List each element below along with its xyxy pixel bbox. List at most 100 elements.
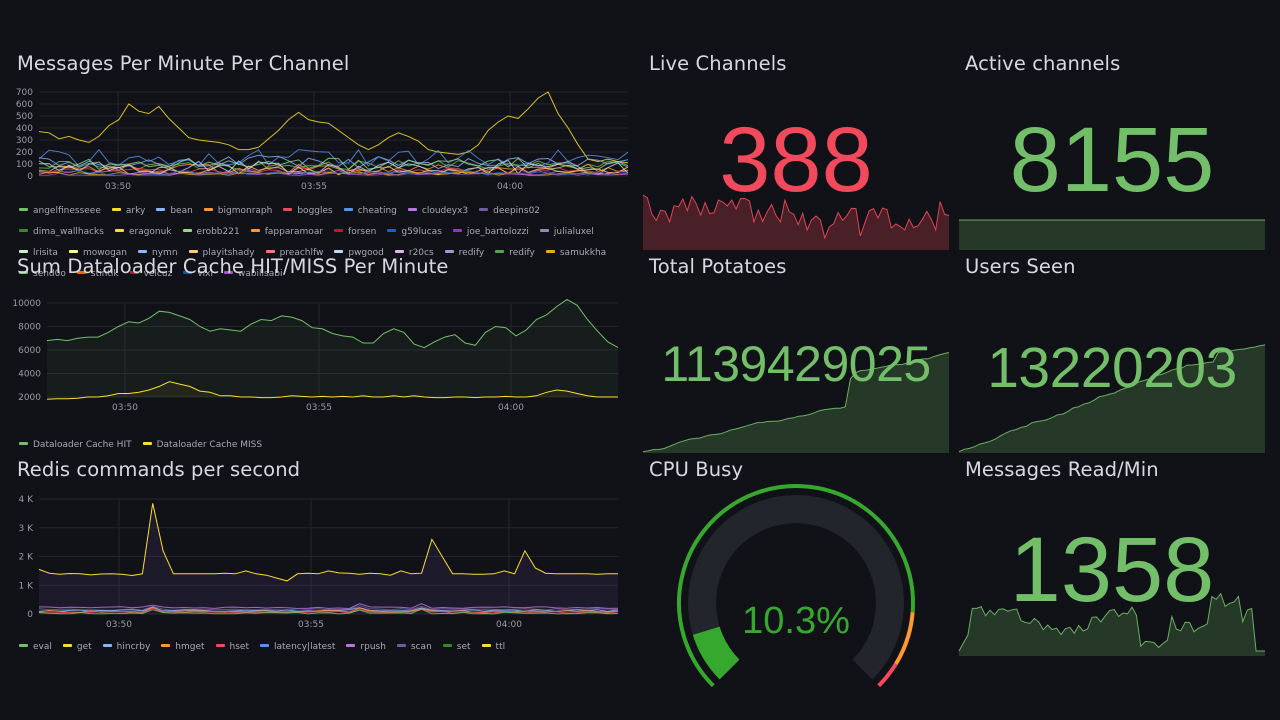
panel-title[interactable]: Total Potatoes <box>649 255 787 278</box>
legend-swatch <box>19 208 28 211</box>
legend-item[interactable]: hmget <box>161 639 205 655</box>
legend-swatch <box>481 644 491 647</box>
legend-item[interactable]: boggles <box>283 203 333 219</box>
legend-item[interactable]: samukkha <box>545 245 607 261</box>
legend-item[interactable]: r20cs <box>394 245 434 261</box>
y-tick-label: 4 K <box>19 495 35 505</box>
panel-title[interactable]: CPU Busy <box>649 458 744 481</box>
legend-swatch <box>407 208 417 211</box>
legend-item[interactable]: fapparamoar <box>250 224 323 240</box>
legend-swatch <box>394 250 404 253</box>
legend-swatch <box>283 208 293 211</box>
legend-item[interactable]: scan <box>396 639 432 655</box>
panel-title[interactable]: Messages Read/Min <box>965 458 1159 481</box>
x-tick-label: 03:55 <box>301 182 327 192</box>
legend-item[interactable]: preachlfw <box>265 245 323 261</box>
legend-swatch <box>138 250 148 253</box>
legend-item[interactable]: g59lucas <box>387 224 442 240</box>
legend-item[interactable]: mowogan <box>68 245 128 261</box>
legend-item[interactable]: send0o <box>19 266 66 282</box>
y-tick-label: 10000 <box>12 299 41 309</box>
x-tick-label: 03:50 <box>106 620 132 630</box>
legend-item[interactable]: angelfinesseee <box>19 203 101 219</box>
legend-item[interactable]: hset <box>215 639 249 655</box>
panel-title[interactable]: Users Seen <box>965 255 1076 278</box>
legend-item[interactable]: playitshady <box>188 245 255 261</box>
messages-read-sparkline <box>958 592 1265 656</box>
legend-item[interactable]: lrisita <box>19 245 58 261</box>
dataloader-chart[interactable]: 10000 8000 6000 4000 2000 03:50 03:55 04:00 <box>11 289 631 434</box>
legend-item[interactable]: bigmonraph <box>203 203 273 219</box>
legend-item[interactable]: nymn <box>138 245 178 261</box>
legend-item[interactable]: vixl <box>183 266 213 282</box>
y-tick-label: 300 <box>16 136 33 146</box>
legend-item[interactable]: eragonuk <box>114 224 172 240</box>
legend-item[interactable]: redify <box>444 245 484 261</box>
legend-swatch <box>452 229 462 232</box>
legend-item[interactable]: julialuxel <box>539 224 594 240</box>
messages-chart[interactable]: 700 600 500 400 300 200 100 0 03:50 03:55 04:00 <box>11 86 631 221</box>
legend-item[interactable]: joe_bartolozzi <box>452 224 529 240</box>
legend-item[interactable]: deepins02 <box>479 203 540 219</box>
legend-swatch <box>203 208 213 211</box>
x-tick-label: 03:50 <box>112 403 138 413</box>
legend-item[interactable]: velcuz <box>129 266 172 282</box>
legend-item[interactable]: dima_wallhacks <box>19 224 104 240</box>
sparkline-area <box>643 352 949 453</box>
legend-item[interactable]: pwgood <box>334 245 384 261</box>
active-channels-sparkline <box>959 219 1265 250</box>
legend-item[interactable]: stintik <box>76 266 119 282</box>
total-potatoes-value: 1139429025 <box>661 336 931 392</box>
legend-item[interactable]: arky <box>111 203 145 219</box>
legend-item[interactable]: cheating <box>343 203 397 219</box>
legend-label: redify <box>509 248 535 258</box>
legend-swatch <box>142 442 152 445</box>
y-tick-label: 0 <box>27 610 33 620</box>
sparkline-area <box>959 593 1265 656</box>
legend-item[interactable]: hincrby <box>102 639 150 655</box>
panel-title[interactable]: Messages Per Minute Per Channel <box>17 52 350 75</box>
live-channels-value: 388 <box>719 109 873 211</box>
legend-label: joe_bartolozzi <box>466 227 529 237</box>
sparkline-line <box>642 352 950 453</box>
legend-item[interactable]: latency|latest <box>260 639 335 655</box>
series-line <box>38 503 618 582</box>
legend-item[interactable]: cloudeyx3 <box>407 203 468 219</box>
legend-swatch <box>68 250 78 253</box>
legend-item[interactable]: erobb221 <box>182 224 240 240</box>
legend-item[interactable]: bean <box>156 203 193 219</box>
legend-label: Dataloader Cache HIT <box>33 440 132 450</box>
active-channels-value: 8155 <box>1009 109 1215 211</box>
panel-title[interactable]: Sum Dataloader Cache HIT/MISS Per Minute <box>17 255 449 278</box>
legend-label: hmget <box>175 642 205 652</box>
legend-item[interactable]: eval <box>19 639 52 655</box>
y-tick-label: 100 <box>16 160 33 170</box>
y-tick-label: 0 <box>27 172 33 182</box>
legend-item[interactable]: get <box>62 639 92 655</box>
legend-item[interactable]: Dataloader Cache HIT <box>19 437 132 453</box>
legend-item[interactable]: forsen <box>334 224 376 240</box>
legend-label: r20cs <box>408 248 434 258</box>
y-tick-label: 1 K <box>19 581 35 591</box>
legend-item[interactable]: redify <box>495 245 535 261</box>
panel-title[interactable]: Active channels <box>965 52 1121 75</box>
legend-item[interactable]: ttl <box>481 639 505 655</box>
legend-item[interactable]: wabilisabi <box>223 266 282 282</box>
messages-read-panel: Messages Read/Min 1358 <box>958 458 1265 658</box>
x-tick-label: 03:55 <box>306 403 332 413</box>
redis-chart[interactable]: 4 K 3 K 2 K 1 K 0 03:50 03:55 04:00 <box>11 492 631 637</box>
legend-label: mowogan <box>82 248 128 258</box>
legend-item[interactable]: set <box>442 639 471 655</box>
legend-swatch <box>396 644 406 647</box>
legend-label: samukkha <box>559 248 607 258</box>
sparkline-area <box>643 194 949 250</box>
cpu-busy-value: 10.3% <box>742 600 850 642</box>
panel-title[interactable]: Live Channels <box>649 52 787 75</box>
panel-title[interactable]: Redis commands per second <box>17 458 301 481</box>
legend-item[interactable]: Dataloader Cache MISS <box>142 437 262 453</box>
legend-label: bigmonraph <box>217 206 273 216</box>
y-tick-label: 3 K <box>19 524 35 534</box>
legend-item[interactable]: rpush <box>346 639 386 655</box>
total-potatoes-panel: Total Potatoes 1139429025 <box>642 255 950 453</box>
legend-label: get <box>76 642 92 652</box>
